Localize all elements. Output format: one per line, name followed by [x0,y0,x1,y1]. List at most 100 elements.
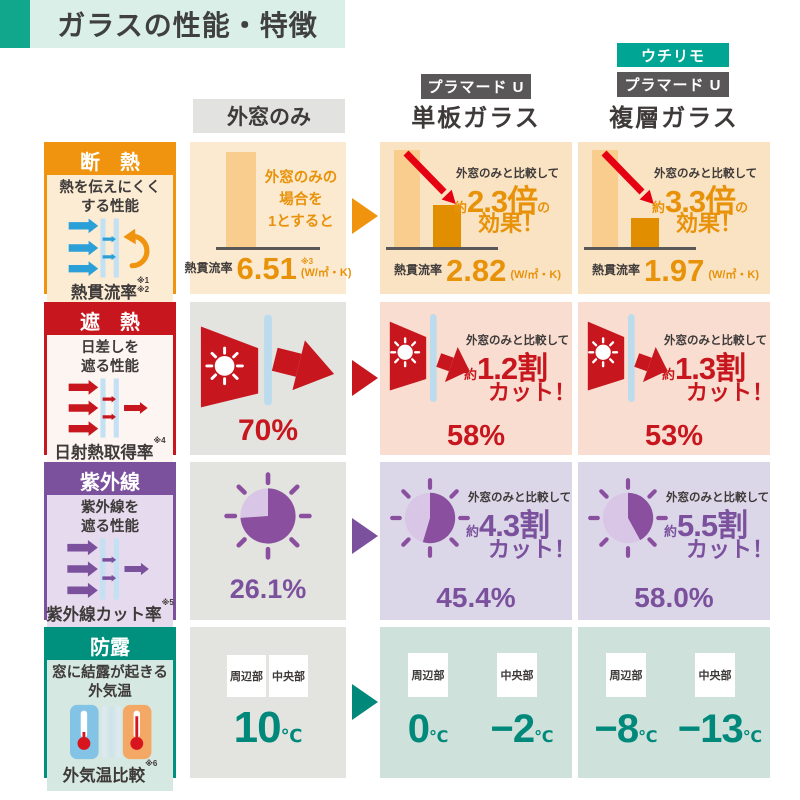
row-uv-description: 紫外線を 遮る性能 [81,500,139,535]
thermometers-icon [70,704,152,759]
metric-label: 日射熱取得率※4 [54,435,166,462]
reduction-arrow-icon [601,150,654,204]
cell-condensation-double: 周辺部 中央部 −8 ℃ −13 ℃ [578,627,770,778]
cell-insulation-single: 外窓のみと比較して 約2.3倍の 効果！ 熱貫流率 2.82 (W/㎡・K) [380,142,572,294]
edge-label-box: 周辺部 [408,653,448,697]
edge-label-box: 周辺部 [227,655,266,697]
center-temperature-value: −2 ℃ [490,707,554,751]
uv-sun-pie-icon [224,472,312,560]
cut-highlight: 約1.2割 [464,351,548,386]
bar-baseline [216,247,320,250]
compare-note: 外窓のみと比較して [456,168,560,180]
insulation-arrows-icon [68,218,150,278]
u-value: 6.51 [236,251,297,286]
row-shading-description: 日差しを 遮る性能 [81,340,139,375]
cut-highlight: 約4.3割 [466,508,550,543]
u-value: 2.82 [445,253,507,288]
row-uv-title: 紫外線 [47,465,173,495]
center-label-box: 中央部 [497,653,537,697]
cell-insulation-outer: 外窓のみの 場合を 1とすると 熱貫流率 6.51 ※3 (W/㎡・K) [184,142,352,294]
row-shading-label: 遮 熱 日差しを 遮る性能 日射熱取得率※4 [44,302,176,468]
compare-note: 外窓のみと比較して [654,168,758,180]
series-badge-uchirimo: ウチリモ [617,43,729,67]
bar-outer-reference [226,152,256,247]
flow-arrow-uv-icon [352,518,378,554]
center-label-box: 中央部 [695,653,735,697]
bar-baseline [584,247,696,250]
cell-condensation-outer: 周辺部 中央部 10 ℃ [190,627,346,778]
column-header-double-glass: 複層ガラス [609,104,739,132]
edge-temperature-value: 0 ℃ [407,707,449,751]
row-uv-label: 紫外線 紫外線を 遮る性能 紫外線カット率※5 [44,462,176,630]
bar-improved [631,218,659,247]
row-insulation-label: 断 熱 熱を伝えにくく する性能 熱貫流率※1 ※2 [44,142,176,308]
row-insulation-description: 熱を伝えにくく する性能 [59,180,161,215]
bar-baseline [386,247,498,250]
cell-uv-single: 外窓のみと比較して 約4.3割 カット！ 45.4% [380,462,576,620]
cell-shading-double: 外窓のみと比較して 約1.3割 カット！ 53% [578,302,774,455]
flow-arrow-shading-icon [352,360,378,396]
effect-word: 効果！ [478,211,545,236]
column-header-single-glass: 単板ガラス [411,104,541,132]
u-value-unit: (W/㎡・K) [300,267,352,280]
cut-word: カット！ [686,380,775,405]
uv-sun-pie-icon [390,478,470,558]
uv-arrows-icon [67,538,149,600]
uv-sun-pie-icon [588,478,668,558]
transmittance-value: 53% [644,420,704,452]
flow-arrow-insulation-icon [352,198,378,234]
compare-note: 外窓のみと比較して [666,492,770,504]
u-value-row: 熱貫流率 1.97 (W/㎡・K) [588,253,763,288]
row-condensation-label: 防露 窓に結露が起きる 外気温 外気温比較※6 [44,627,176,791]
reduction-arrow-icon [403,150,456,204]
compare-note: 外窓のみと比較して [468,492,572,504]
u-value-label: 熱貫流率 [184,261,233,276]
cell-insulation-double: 外窓のみと比較して 約3.3倍の 効果！ 熱貫流率 1.97 (W/㎡・K) [578,142,770,294]
transmittance-value: 70% [237,414,299,447]
cut-word: カット！ [488,537,577,562]
flow-arrow-condensation-icon [352,684,378,720]
column-header-outer-window: 外窓のみ [193,99,345,133]
u-value-unit: (W/㎡・K) [510,269,562,282]
cut-word: カット！ [488,380,577,405]
edge-label-box: 周辺部 [606,653,646,697]
metric-label: 外気温比較※6 [62,758,158,785]
u-value-note: ※3 [300,257,314,267]
u-value-row: 熱貫流率 2.82 (W/㎡・K) [390,253,565,288]
cell-shading-outer: 70% [190,302,346,455]
cell-condensation-single: 周辺部 中央部 0 ℃ −2 ℃ [380,627,572,778]
uv-cut-value: 45.4% [436,582,516,613]
sun-heat-arrow-icon [389,314,470,402]
uv-cut-value: 26.1% [229,574,307,604]
row-condensation-description: 窓に結露が起きる 外気温 [52,665,168,700]
sun-heat-arrow-icon [587,314,668,402]
metric-label: 紫外線カット率※5 [46,597,174,624]
u-value-row: 熱貫流率 6.51 ※3 (W/㎡・K) [184,251,351,286]
center-temperature-value: −13 ℃ [677,707,763,751]
cut-highlight: 約5.5割 [664,508,748,543]
bar-improved [433,205,461,247]
effect-highlight: 約3.3倍の [652,184,749,219]
sun-heat-arrow-icon [200,314,335,408]
row-insulation-title: 断 熱 [47,145,173,175]
brand-badge-double: プラマード U [617,72,729,97]
metric-label: 熱貫流率※1 ※2 [70,275,150,302]
cut-word: カット！ [686,537,775,562]
u-value-label: 熱貫流率 [393,263,442,278]
row-condensation-title: 防露 [47,630,173,660]
shading-arrows-icon [68,378,148,438]
uv-cut-value: 58.0% [634,582,714,613]
page-title: ガラスの性能・特徴 [30,0,345,48]
cut-highlight: 約1.3割 [662,351,746,386]
transmittance-value: 58% [446,420,506,452]
cell-shading-single: 外窓のみと比較して 約1.2割 カット！ 58% [380,302,576,455]
edge-temperature-value: −8 ℃ [594,707,658,751]
title-accent-square [0,0,30,48]
u-value: 1.97 [643,253,705,288]
u-value-label: 熱貫流率 [591,263,640,278]
compare-note: 外窓のみと比較して [664,335,768,347]
cell-uv-outer: 26.1% [190,462,346,620]
center-label-box: 中央部 [269,655,308,697]
temperature-value: 10 ℃ [233,703,303,752]
